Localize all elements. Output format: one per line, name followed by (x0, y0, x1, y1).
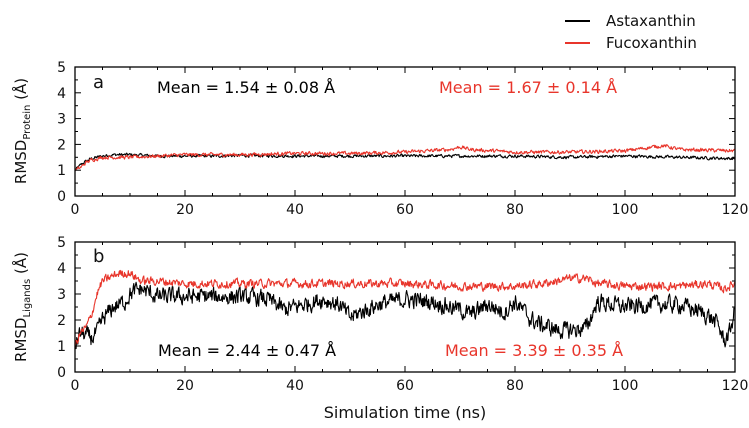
panel-a-y-label-unit: (Å) (11, 78, 30, 105)
x-axis-label: Simulation time (ns) (324, 403, 487, 422)
x-tick-label: 20 (176, 202, 194, 218)
panel-a-letter: a (93, 72, 104, 93)
panel-b-ticks: 0 20 40 60 80 100 120 0 1 2 3 4 5 (57, 235, 748, 394)
y-tick-label: 4 (57, 86, 66, 102)
panel-b-mean-astaxanthin: Mean = 2.44 ± 0.47 Å (158, 341, 336, 360)
panel-a-series-group (74, 144, 736, 172)
panel-a-mean-fucoxanthin: Mean = 1.67 ± 0.14 Å (439, 78, 617, 97)
y-tick-label: 5 (57, 235, 66, 251)
x-tick-label: 100 (612, 378, 639, 394)
x-tick-label: 60 (396, 202, 414, 218)
panel-a-y-axis-label: RMSDProtein (Å) (11, 78, 33, 184)
x-tick-label: 0 (71, 202, 80, 218)
x-tick-label: 80 (506, 378, 524, 394)
panel-a-y-label-main: RMSD (12, 140, 30, 184)
panel-a: 0 20 40 60 80 100 120 0 1 2 3 4 5 a Mean = 1.54 ± 0.… (11, 60, 748, 218)
y-tick-label: 1 (57, 163, 66, 179)
y-tick-label: 1 (57, 339, 66, 355)
panel-b-series-astaxanthin (74, 281, 736, 350)
panel-a-y-label-sub: Protein (22, 105, 33, 140)
y-tick-label: 4 (57, 261, 66, 277)
panel-b-series-fucoxanthin (74, 269, 736, 349)
panel-a-ticks: 0 20 40 60 80 100 120 0 1 2 3 4 5 (57, 60, 748, 218)
x-tick-label: 120 (722, 378, 749, 394)
panel-b-letter: b (93, 246, 104, 267)
panel-b-y-axis-label: RMSDLigands (Å) (11, 252, 33, 362)
panel-a-series-astaxanthin (74, 152, 736, 171)
y-tick-label: 3 (57, 112, 66, 128)
x-tick-label: 20 (176, 378, 194, 394)
y-tick-label: 0 (57, 189, 66, 205)
legend-label-fucoxanthin: Fucoxanthin (606, 34, 697, 52)
x-tick-label: 120 (722, 202, 749, 218)
legend-label-astaxanthin: Astaxanthin (606, 12, 696, 30)
panel-a-series-fucoxanthin (74, 144, 736, 172)
panel-b: 0 20 40 60 80 100 120 0 1 2 3 4 5 b Mean = 2.44 ± 0.… (11, 235, 748, 422)
legend: Astaxanthin Fucoxanthin (565, 12, 697, 52)
x-tick-label: 80 (506, 202, 524, 218)
x-tick-label: 0 (71, 378, 80, 394)
y-tick-label: 5 (57, 60, 66, 76)
panel-b-y-label-main: RMSD (12, 318, 30, 362)
x-tick-label: 100 (612, 202, 639, 218)
panel-b-series-group (74, 269, 736, 350)
panel-b-y-label-sub: Ligands (22, 279, 33, 318)
panel-b-mean-fucoxanthin: Mean = 3.39 ± 0.35 Å (445, 341, 623, 360)
panel-a-mean-astaxanthin: Mean = 1.54 ± 0.08 Å (157, 78, 335, 97)
y-tick-label: 3 (57, 287, 66, 303)
y-tick-label: 2 (57, 137, 66, 153)
y-tick-label: 0 (57, 365, 66, 381)
x-tick-label: 60 (396, 378, 414, 394)
x-tick-label: 40 (286, 202, 304, 218)
y-tick-label: 2 (57, 313, 66, 329)
panel-b-y-label-unit: (Å) (11, 252, 30, 279)
x-tick-label: 40 (286, 378, 304, 394)
